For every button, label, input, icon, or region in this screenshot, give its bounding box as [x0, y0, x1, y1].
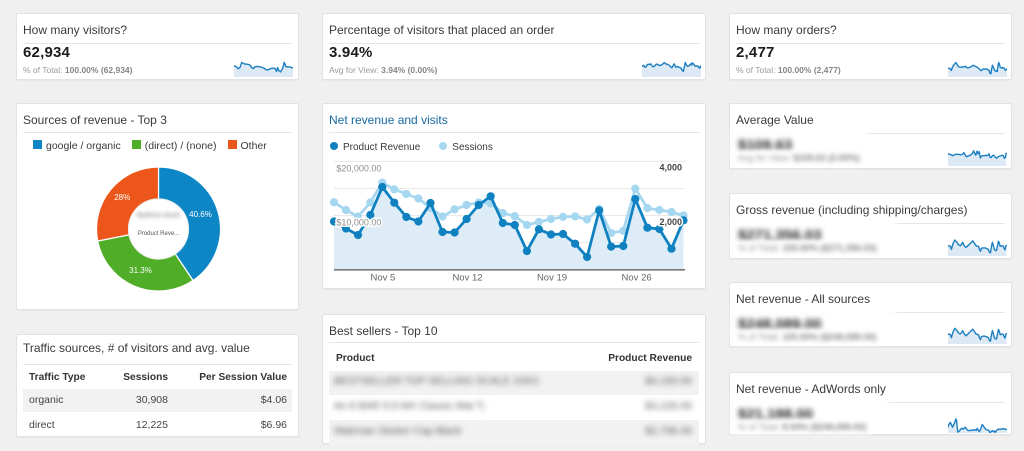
svg-text:Nov 26: Nov 26	[622, 273, 652, 284]
svg-text:$10,000.00: $10,000.00	[336, 217, 381, 227]
svg-text:2,000: 2,000	[659, 217, 682, 227]
svg-text:31.3%: 31.3%	[129, 266, 152, 275]
svg-text:4,000: 4,000	[659, 163, 682, 173]
svg-text:Nov 19: Nov 19	[537, 273, 567, 284]
svg-text:40.6%: 40.6%	[189, 210, 212, 219]
svg-text:$20,000.00: $20,000.00	[336, 163, 381, 173]
svg-text:Nov 5: Nov 5	[370, 273, 395, 284]
svg-text:28%: 28%	[114, 193, 130, 202]
svg-text:Nov 12: Nov 12	[452, 273, 482, 284]
